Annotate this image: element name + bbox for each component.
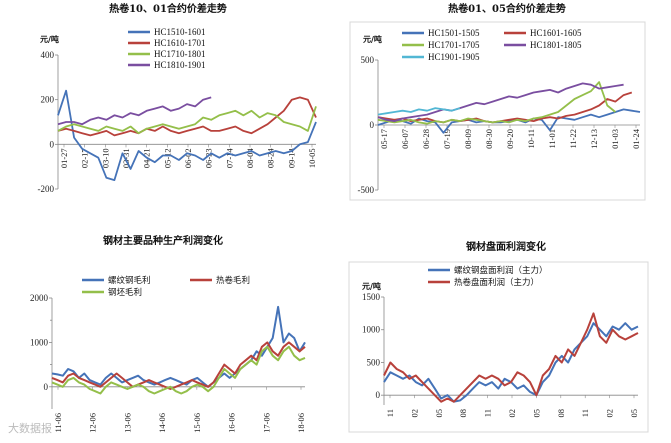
series-line-螺纹钢毛利 [51, 305, 306, 388]
y-tick-label: -200 [38, 184, 55, 194]
x-tick-label: 02-17 [80, 148, 90, 168]
chart-panel-spread-10-01: 热卷10、01合约价差走势 元/吨 -200 0 200 400 01-27 02-17 0… [38, 2, 318, 194]
legend-label: 热卷毛利 [216, 275, 250, 286]
x-tick-label: 01-24 [631, 128, 641, 149]
x-tick-label: 08-09 [463, 129, 473, 149]
legend-label: HC1901-1905 [428, 52, 480, 62]
series-line-HC1610-1701 [57, 96, 317, 137]
x-tick-label: 11-01 [547, 129, 557, 149]
legend-label: HC1710-1801 [154, 49, 206, 59]
x-tick-label: 17-06 [261, 413, 271, 433]
y-tick-label: 1000 [30, 337, 49, 347]
x-tick-label: 12-13 [589, 129, 599, 149]
x-tick-label: 01-27 [59, 148, 69, 168]
series-line-HC1801-1805 [377, 82, 624, 122]
series-line-HC1901-1905 [377, 107, 461, 116]
chart-frame [348, 261, 649, 433]
chart-title: 热卷01、05合约价差走势 [448, 2, 566, 15]
x-tick-label: 06-23 [204, 148, 214, 168]
series-line-HC1810-1901 [57, 96, 212, 126]
chart-title: 热卷10、01合约价差走势 [109, 2, 227, 15]
series-line-HC1601-1605 [377, 91, 633, 124]
x-tick-label: 06-28 [421, 129, 431, 149]
y-tick-label: 500 [367, 357, 381, 367]
y-axis-unit: 元/吨 [40, 34, 59, 44]
legend-label: HC1701-1705 [428, 40, 480, 50]
x-tick-label: 02 [409, 409, 419, 418]
chart-panel-production-profit: 钢材主要品种生产利润变化 0 1000 2000 11-06 12-06 13-06 14-… [30, 234, 306, 433]
watermark-logo: 大数据报 [8, 421, 52, 435]
y-tick-label: 400 [41, 50, 55, 60]
y-tick-label: 1500 [362, 292, 381, 302]
x-tick-label: 05-17 [379, 129, 389, 149]
y-tick-label: 2000 [30, 293, 49, 303]
x-tick-label: 06-02 [183, 148, 193, 168]
x-tick-label: 01-03 [610, 129, 620, 149]
x-tick-label: 12-06 [88, 413, 98, 433]
x-tick-label: 02 [507, 409, 517, 418]
x-tick-label: 16-06 [227, 413, 237, 433]
x-tick-label: 09-20 [505, 129, 515, 149]
y-tick-label: 1000 [362, 325, 381, 335]
y-tick-label: 0 [44, 382, 49, 392]
y-tick-label: -500 [358, 185, 375, 195]
x-tick-label: 11 [483, 409, 493, 417]
x-tick-label: 03-10 [100, 148, 110, 168]
x-tick-label: 07-14 [224, 148, 234, 169]
x-tick-label: 08-24 [266, 148, 276, 169]
chart-title: 钢材盘面利润变化 [466, 240, 546, 253]
y-tick-label: 0 [370, 120, 375, 130]
y-tick-label: 0 [376, 390, 381, 400]
legend-label: HC1801-1805 [530, 40, 582, 50]
x-tick-label: 06-07 [400, 129, 410, 149]
y-axis-unit: 元/吨 [362, 281, 381, 291]
series-line-HC1710-1801 [57, 106, 317, 135]
legend-label: 螺纹钢毛利 [108, 275, 151, 286]
x-tick-label: 15-06 [192, 413, 202, 433]
y-tick-label: 0 [50, 139, 55, 149]
legend-label: HC1610-1701 [154, 38, 206, 48]
series-line-热卷毛利 [51, 341, 306, 390]
x-tick-label: 05 [629, 409, 639, 418]
x-tick-label: 08-04 [245, 148, 255, 169]
series-line-热卷盘面利润（主力） [383, 312, 639, 403]
x-tick-label: 05 [434, 409, 444, 418]
chart-title: 钢材主要品种生产利润变化 [103, 234, 223, 247]
y-tick-label: 200 [41, 95, 55, 105]
legend-label: HC1810-1901 [154, 60, 206, 70]
y-axis-unit: 元/吨 [363, 34, 382, 44]
x-tick-label: 08-30 [484, 129, 494, 149]
y-tick-label: 500 [361, 55, 375, 65]
legend-label: 螺纹钢盘面利润（主力） [454, 265, 548, 276]
chart-panel-futures-profit: 钢材盘面利润变化 元/吨 0 500 1000 1500 11 02 05 08 11 02 05 0… [348, 240, 649, 433]
x-tick-label: 05-12 [162, 148, 172, 168]
x-tick-label: 05 [531, 409, 541, 418]
x-tick-label: 18-06 [296, 413, 306, 433]
x-tick-label: 07-19 [442, 129, 452, 149]
x-tick-label: 09-14 [286, 148, 296, 169]
x-tick-label: 10-11 [526, 129, 536, 149]
series-line-钢坯毛利 [51, 345, 306, 395]
series-line-HC1701-1705 [377, 81, 616, 125]
x-tick-label: 10-05 [307, 148, 317, 168]
x-tick-label: 13-06 [122, 413, 132, 433]
legend-label: HC1601-1605 [530, 28, 582, 38]
x-tick-label: 11-06 [53, 413, 63, 433]
chart-panel-spread-01-05: 热卷01、05合约价差走势 元/吨 -500 0 500 05-17 06-07 06-2… [349, 2, 646, 201]
x-tick-label: 14-06 [157, 413, 167, 433]
x-tick-label: 11 [580, 409, 590, 417]
legend-label: 钢坯毛利 [108, 287, 142, 298]
legend-label: HC1510-1601 [154, 27, 206, 37]
legend-label: 热卷盘面利润（主力） [454, 277, 539, 288]
x-tick-label: 08 [458, 409, 468, 418]
x-tick-label: 08 [556, 409, 566, 418]
chart-frame [349, 21, 646, 201]
series-line-HC1510-1601 [57, 89, 317, 182]
x-tick-label: 11 [385, 409, 395, 417]
legend-label: HC1501-1505 [428, 28, 480, 38]
x-tick-label: 11-22 [568, 129, 578, 149]
x-tick-label: 02 [605, 409, 615, 418]
